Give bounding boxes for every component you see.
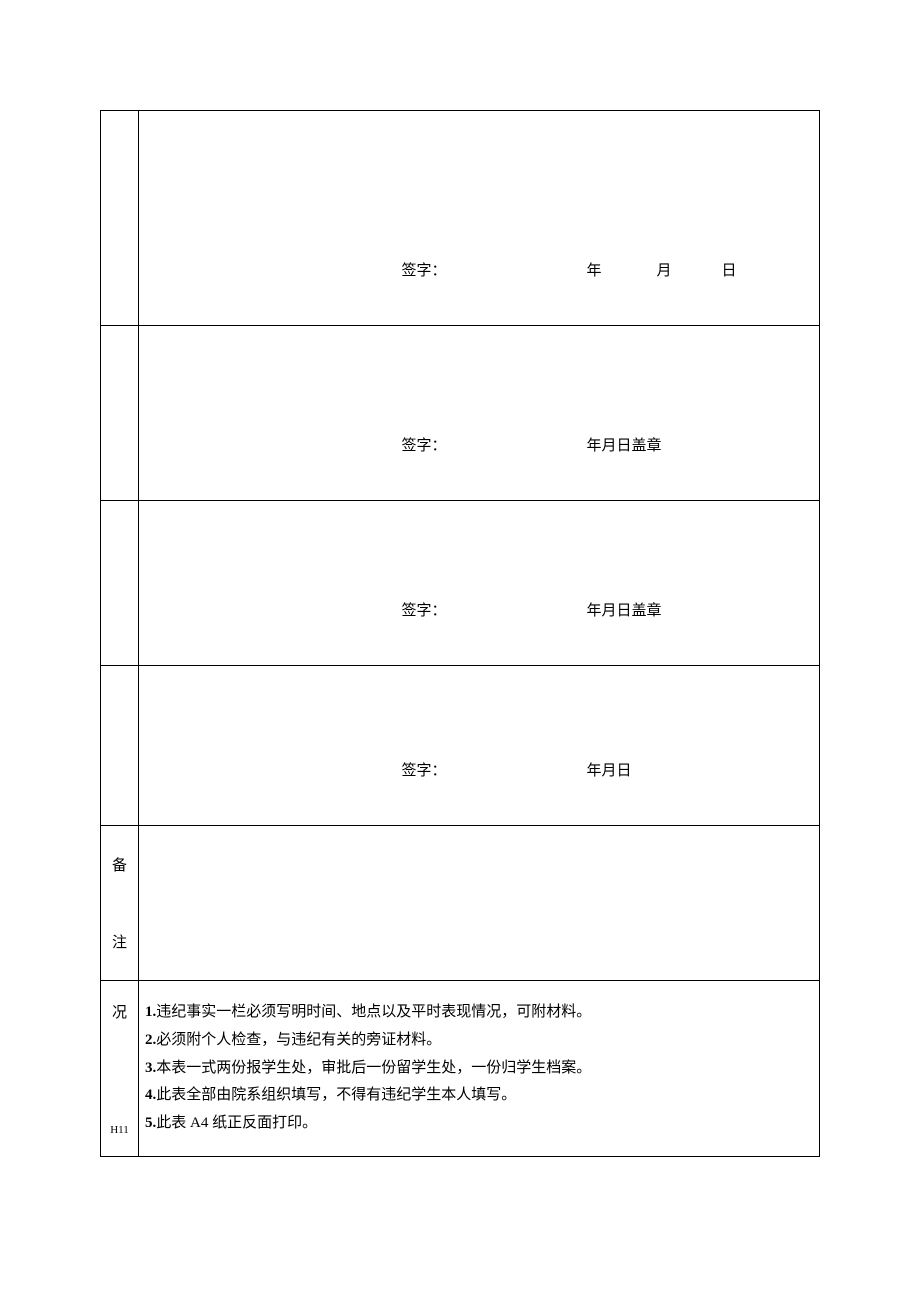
row3-date: 年月日盖章 [587,599,662,620]
row4-signature-line: 签字： 年月日 [139,742,819,797]
signature-row-2: 签字： 年月日盖章 [101,326,820,501]
row4-sign-label: 签字： [402,759,447,780]
row3-signature-line: 签字： 年月日盖章 [139,582,819,637]
remark-char-2: 注 [112,931,127,952]
remark-char-1: 备 [112,854,127,875]
signature-row-4: 签字： 年月日 [101,666,820,826]
notes-label-vertical: 况 H11 [101,981,138,1156]
row1-label-cell [101,111,139,326]
signature-row-1: 签字： 年 月 日 [101,111,820,326]
note-num-5: 5. [145,1115,156,1131]
row1-day: 日 [722,259,737,280]
note-item-2: 2.必须附个人检查，与违纪有关的旁证材料。 [145,1027,813,1055]
row4-content-cell: 签字： 年月日 [139,666,820,826]
note-text-3: 本表一式两份报学生处，审批后一份留学生处，一份归学生档案。 [156,1060,591,1076]
row2-signature-line: 签字： 年月日盖章 [139,417,819,472]
remark-row: 备 注 [101,826,820,981]
row2-sign-label: 签字： [402,434,447,455]
row4-date: 年月日 [587,759,632,780]
row2-content-cell: 签字： 年月日盖章 [139,326,820,501]
note-text-5: 此表 A4 纸正反面打印。 [156,1115,317,1131]
notes-label-cell: 况 H11 [101,981,139,1157]
signature-row-3: 签字： 年月日盖章 [101,501,820,666]
row1-sign-label: 签字： [402,259,447,280]
form-table: 签字：年月日 签字：年月日盖章 签字：年月日盖章 [100,110,820,1157]
remark-label-cell: 备 注 [101,826,139,981]
note-text-2: 必须附个人检查，与违纪有关的旁证材料。 [156,1032,441,1048]
row1-signature-line: 签字： 年 月 日 [139,242,819,297]
remark-content-cell [139,826,820,981]
note-num-1: 1. [145,1004,156,1020]
note-item-3: 3.本表一式两份报学生处，审批后一份留学生处，一份归学生档案。 [145,1055,813,1083]
note-num-2: 2. [145,1032,156,1048]
row3-label-cell [101,501,139,666]
row1-content-cell: 签字： 年 月 日 [139,111,820,326]
remark-label-vertical: 备 注 [101,826,138,980]
row1-year: 年 [587,259,602,280]
notes-content-cell: 1.违纪事实一栏必须写明时间、地点以及平时表现情况，可附材料。 2.必须附个人检… [139,981,820,1157]
page: 签字：年月日 签字：年月日盖章 签字：年月日盖章 [0,0,920,1217]
row3-content-cell: 签字： 年月日盖章 [139,501,820,666]
note-text-1: 违纪事实一栏必须写明时间、地点以及平时表现情况，可附材料。 [156,1004,591,1020]
notes-side-bottom: H11 [110,1124,129,1136]
row4-label-cell [101,666,139,826]
row2-label-cell [101,326,139,501]
note-num-4: 4. [145,1087,156,1103]
row2-date: 年月日盖章 [587,434,662,455]
note-item-4: 4.此表全部由院系组织填写，不得有违纪学生本人填写。 [145,1082,813,1110]
row1-month: 月 [657,259,672,280]
notes-row: 况 H11 1.违纪事实一栏必须写明时间、地点以及平时表现情况，可附材料。 2.… [101,981,820,1157]
note-num-3: 3. [145,1060,156,1076]
note-item-5: 5.此表 A4 纸正反面打印。 [145,1110,813,1138]
notes-side-top: 况 [112,1001,127,1022]
row3-sign-label: 签字： [402,599,447,620]
note-text-4: 此表全部由院系组织填写，不得有违纪学生本人填写。 [156,1087,516,1103]
note-item-1: 1.违纪事实一栏必须写明时间、地点以及平时表现情况，可附材料。 [145,999,813,1027]
